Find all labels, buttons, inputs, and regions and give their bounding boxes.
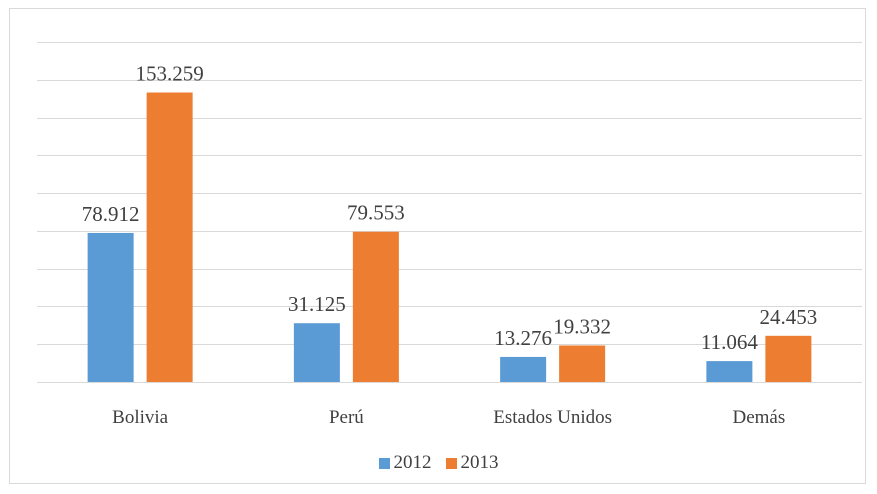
x-tick-label-2: Estados Unidos (493, 407, 612, 428)
bar-2012-0 (87, 232, 134, 382)
legend-item-2012: 2012 (378, 452, 432, 474)
legend-swatch-2012 (378, 457, 390, 469)
data-label-2012-0: 78.912 (82, 202, 140, 226)
bar-2013-3 (765, 335, 812, 382)
legend: 2012 2013 (0, 452, 877, 474)
data-label-2012-3: 11.064 (701, 330, 758, 354)
bar-2012-3 (706, 361, 753, 382)
legend-swatch-2013 (445, 457, 457, 469)
x-tick-label-0: Bolivia (112, 407, 169, 428)
data-labels: 78.912 153.259 31.125 79.553 13.276 19.332 11.… (82, 62, 818, 355)
data-label-2013-3: 24.453 (760, 305, 818, 329)
legend-label-2013: 2013 (460, 452, 499, 473)
data-label-2013-2: 19.332 (553, 314, 611, 338)
x-tick-labels: Bolivia Perú Estados Unidos Demás (112, 407, 785, 428)
bar-2013-1 (352, 231, 399, 382)
x-tick-label-1: Perú (329, 407, 364, 428)
bar-2012-2 (500, 356, 547, 382)
data-label-2012-1: 31.125 (288, 292, 346, 316)
data-label-2013-0: 153.259 (136, 62, 204, 86)
legend-label-2012: 2012 (393, 452, 432, 473)
bar-2013-0 (146, 92, 193, 383)
x-tick-label-3: Demás (732, 407, 785, 428)
bar-2012-1 (293, 323, 340, 382)
data-label-2012-2: 13.276 (494, 326, 552, 350)
legend-item-2013: 2013 (445, 452, 499, 474)
bar-2013-2 (559, 345, 606, 382)
data-label-2013-1: 79.553 (347, 201, 405, 225)
bars (87, 92, 812, 383)
